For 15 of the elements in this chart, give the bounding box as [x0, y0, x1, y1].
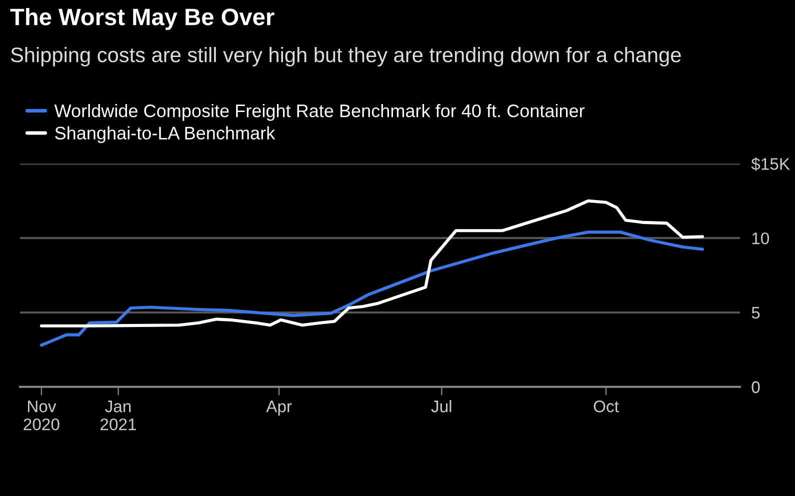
legend-label: Worldwide Composite Freight Rate Benchmark for 40 ft. Container	[54, 104, 585, 121]
line-series	[40, 199, 704, 328]
x-tick-label: Jan 2021	[100, 400, 136, 430]
x-tick-label: Apr	[266, 400, 292, 416]
line-series	[40, 230, 704, 347]
y-tick-label: 5	[752, 307, 760, 319]
chart-title: The Worst May Be Over	[10, 8, 274, 30]
x-tick-label: Oct	[594, 400, 619, 412]
y-tick-label: $15K	[751, 157, 790, 171]
legend-label: Shanghai-to-LA Benchmark	[55, 126, 276, 144]
y-tick-label: 10	[752, 232, 769, 244]
chart-subtitle: Shipping costs are still very high but they are trending down for a change	[10, 47, 681, 66]
x-tick-label: Jul	[431, 400, 452, 412]
x-tick-label: Nov 2020	[24, 400, 60, 430]
y-tick-label: 0	[752, 381, 760, 394]
